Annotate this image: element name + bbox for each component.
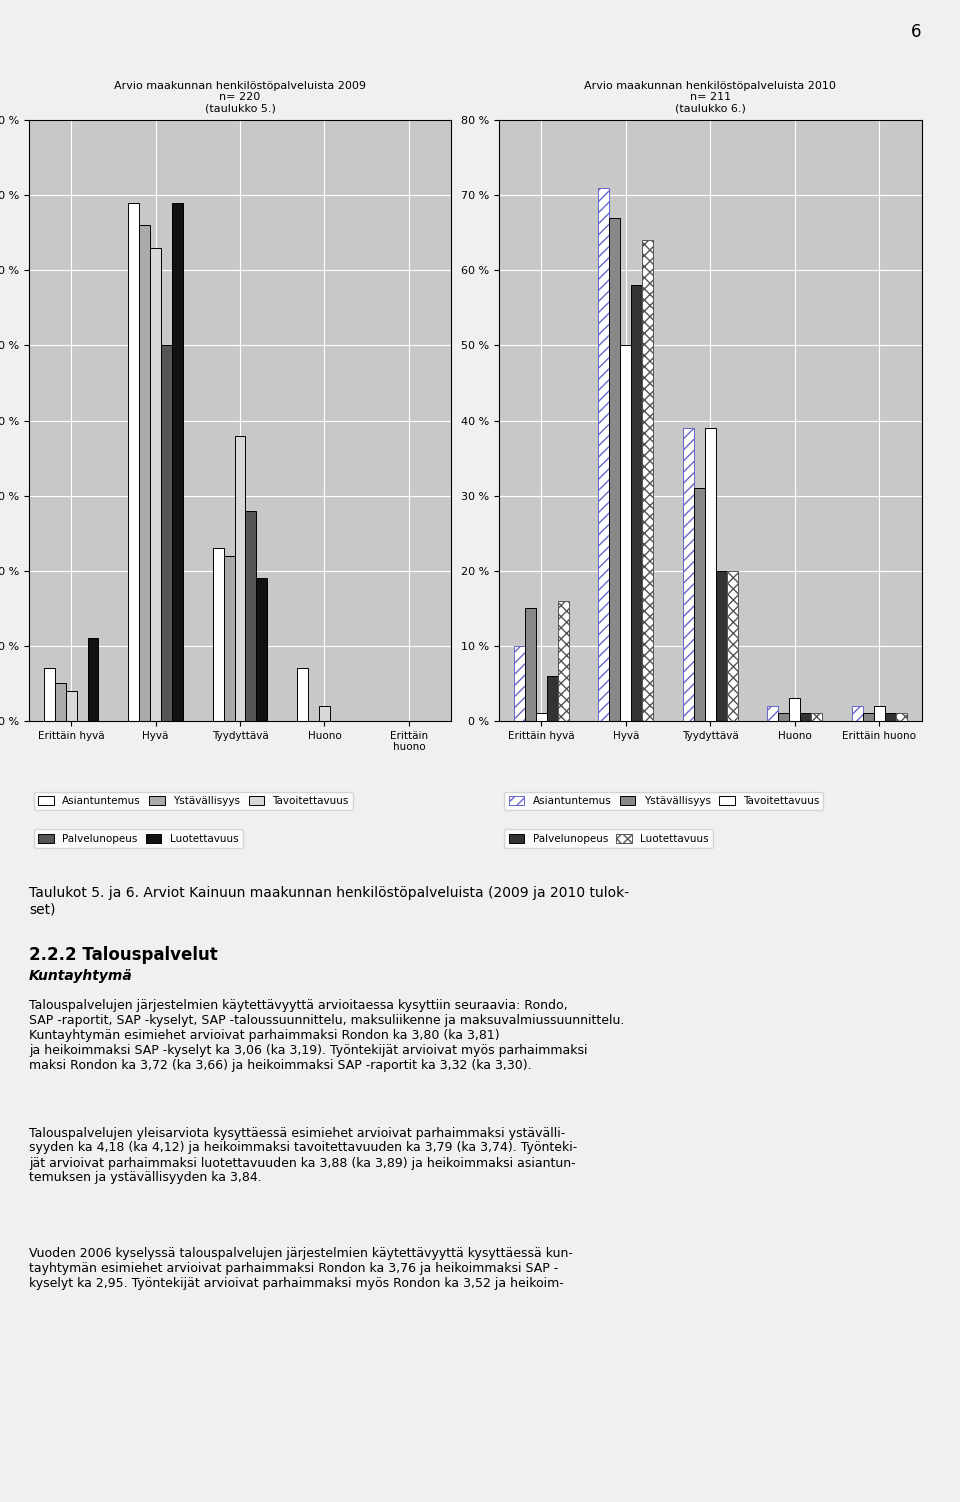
Bar — [43, 668, 55, 721]
Bar — [172, 203, 183, 721]
Bar — [256, 578, 268, 721]
Bar — [128, 203, 139, 721]
Bar — [705, 428, 716, 721]
Legend: Asiantuntemus, Ystävällisyys, Tavoitettavuus: Asiantuntemus, Ystävällisyys, Tavoitetta… — [34, 792, 353, 811]
Bar — [87, 638, 99, 721]
Text: 6: 6 — [911, 23, 922, 41]
Bar — [55, 683, 65, 721]
Text: Kuntayhtymä: Kuntayhtymä — [29, 969, 132, 982]
Legend: Palvelunopeus, Luotettavuus: Palvelunopeus, Luotettavuus — [34, 829, 243, 849]
Bar — [558, 601, 569, 721]
Bar — [863, 713, 874, 721]
Bar — [514, 646, 525, 721]
Bar — [297, 668, 308, 721]
Bar — [694, 488, 705, 721]
Bar — [319, 706, 330, 721]
Bar — [885, 713, 896, 721]
Text: 2.2.2 Talouspalvelut: 2.2.2 Talouspalvelut — [29, 946, 218, 964]
Bar — [212, 548, 224, 721]
Legend: Palvelunopeus, Luotettavuus: Palvelunopeus, Luotettavuus — [504, 829, 713, 849]
Bar — [246, 511, 256, 721]
Bar — [874, 706, 885, 721]
Bar — [234, 436, 246, 721]
Bar — [610, 218, 620, 721]
Legend: Asiantuntemus, Ystävällisyys, Tavoitettavuus: Asiantuntemus, Ystävällisyys, Tavoitetta… — [504, 792, 824, 811]
Bar — [779, 713, 789, 721]
Bar — [716, 571, 727, 721]
Text: Talouspalvelujen yleisarviota kysyttäessä esimiehet arvioivat parhaimmaksi ystäv: Talouspalvelujen yleisarviota kysyttäess… — [29, 1126, 577, 1185]
Text: Talouspalvelujen järjestelmien käytettävyyttä arvioitaessa kysyttiin seuraavia: : Talouspalvelujen järjestelmien käytettäv… — [29, 999, 624, 1072]
Bar — [536, 713, 547, 721]
Bar — [683, 428, 694, 721]
Bar — [224, 556, 234, 721]
Bar — [789, 698, 801, 721]
Bar — [547, 676, 558, 721]
Bar — [139, 225, 150, 721]
Bar — [598, 188, 610, 721]
Bar — [150, 248, 161, 721]
Bar — [727, 571, 738, 721]
Bar — [767, 706, 779, 721]
Bar — [896, 713, 907, 721]
Bar — [161, 345, 172, 721]
Bar — [852, 706, 863, 721]
Bar — [632, 285, 642, 721]
Bar — [642, 240, 654, 721]
Text: Vuoden 2006 kyselyssä talouspalvelujen järjestelmien käytettävyyttä kysyttäessä : Vuoden 2006 kyselyssä talouspalvelujen j… — [29, 1247, 573, 1290]
Bar — [525, 608, 536, 721]
Bar — [811, 713, 823, 721]
Bar — [801, 713, 811, 721]
Bar — [620, 345, 632, 721]
Title: Arvio maakunnan henkilöstöpalveluista 2009
n= 220
(taulukko 5.): Arvio maakunnan henkilöstöpalveluista 20… — [114, 81, 366, 114]
Title: Arvio maakunnan henkilöstöpalveluista 2010
n= 211
(taulukko 6.): Arvio maakunnan henkilöstöpalveluista 20… — [585, 81, 836, 114]
Bar — [65, 691, 77, 721]
Text: Taulukot 5. ja 6. Arviot Kainuun maakunnan henkilöstöpalveluista (2009 ja 2010 t: Taulukot 5. ja 6. Arviot Kainuun maakunn… — [29, 886, 629, 916]
